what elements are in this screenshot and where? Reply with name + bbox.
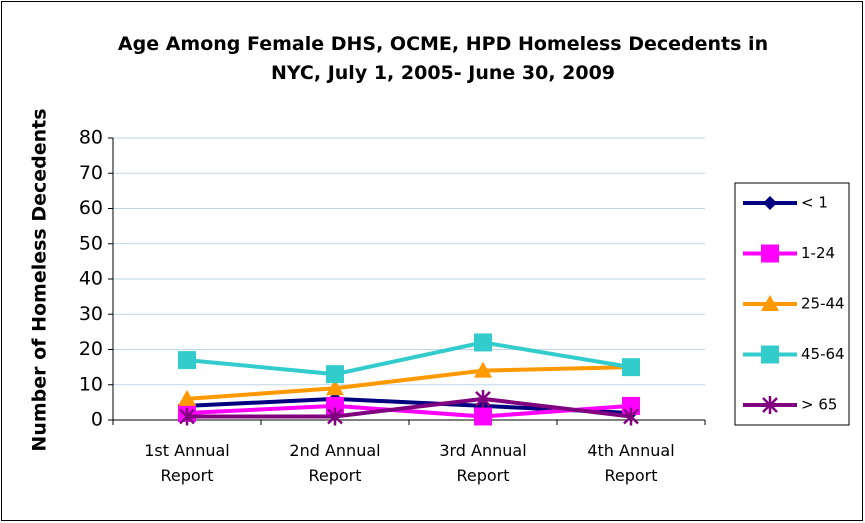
- x-tick-label: 3rd Annual Report: [439, 441, 527, 485]
- y-tick-label: 60: [79, 197, 103, 219]
- legend-label: > 65: [801, 396, 837, 414]
- series-line: [186, 340, 632, 377]
- marker: [761, 295, 779, 311]
- marker: [474, 407, 492, 426]
- y-tick-label: 10: [79, 373, 103, 395]
- y-tick-label: 0: [91, 409, 103, 431]
- marker: [475, 389, 491, 408]
- y-tick-label: 30: [79, 303, 103, 325]
- marker: [761, 345, 779, 364]
- series-line: [186, 403, 632, 419]
- legend-label: 45-64: [801, 345, 845, 363]
- marker: [474, 361, 492, 378]
- marker: [178, 389, 196, 406]
- marker: [326, 379, 344, 396]
- marker: [178, 351, 196, 370]
- marker: [761, 244, 779, 263]
- legend-label: < 1: [801, 194, 828, 212]
- marker: [762, 396, 778, 414]
- marker: [326, 365, 344, 384]
- y-tick-label: 20: [79, 338, 103, 360]
- marker: [179, 407, 195, 426]
- marker: [327, 407, 343, 426]
- y-tick-label: 40: [79, 268, 103, 290]
- x-tick-label: 1st Annual Report: [144, 441, 230, 485]
- x-tick-label: 2nd Annual Report: [289, 441, 381, 485]
- x-tick-label: 4th Annual Report: [587, 441, 675, 485]
- series-line: [186, 365, 632, 401]
- marker: [763, 196, 777, 210]
- y-axis-label: Number of Homeless Decedents: [29, 108, 51, 451]
- marker: [474, 333, 492, 352]
- y-tick-label: 70: [79, 162, 103, 184]
- y-tick-label: 80: [79, 127, 103, 149]
- series-line: [187, 396, 632, 419]
- marker: [623, 407, 639, 426]
- y-tick-label: 50: [79, 232, 103, 254]
- legend-label: 1-24: [801, 244, 835, 262]
- chart-title: Age Among Female DHS, OCME, HPD Homeless…: [117, 33, 769, 84]
- legend-label: 25-44: [801, 295, 845, 313]
- marker: [622, 358, 640, 377]
